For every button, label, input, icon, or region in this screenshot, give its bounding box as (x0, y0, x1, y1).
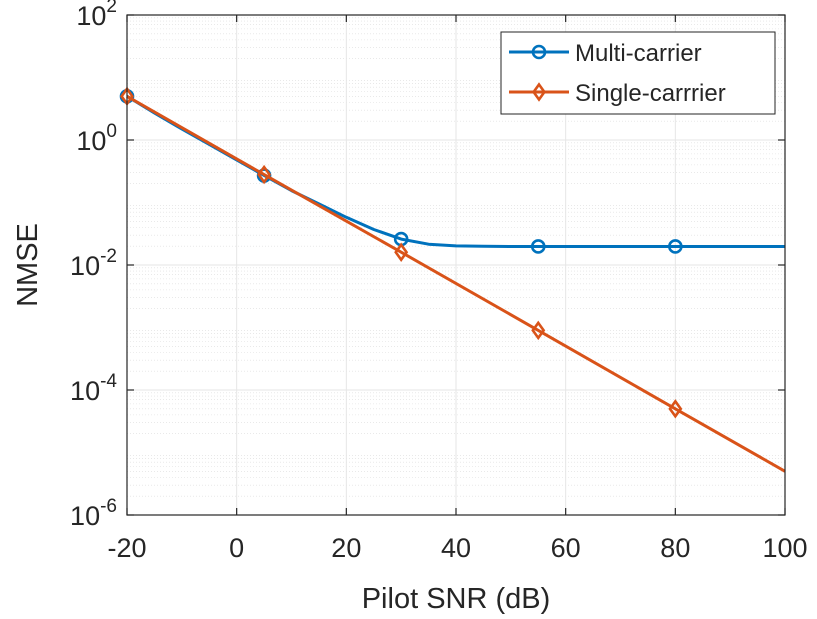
legend-marker-multi-carrier (531, 44, 547, 60)
x-tick-label: 20 (331, 533, 361, 563)
legend-marker-single-carrrier (531, 82, 547, 102)
y-tick-label: 100 (76, 121, 117, 156)
x-tick-label: 60 (551, 533, 581, 563)
y-tick-label: 102 (76, 0, 117, 31)
x-tick-label: 40 (441, 533, 471, 563)
x-tick-label: 100 (762, 533, 807, 563)
x-axis-label: Pilot SNR (dB) (362, 583, 551, 615)
x-tick-labels: -20 0 20 40 60 80 100 (107, 533, 807, 563)
legend-label-single-carrrier: Single-carrrier (575, 80, 726, 107)
data-point-single-carrrier (531, 320, 546, 341)
data-point-single-carrrier (257, 164, 272, 185)
legend-box (500, 31, 776, 115)
y-tick-label: 10-2 (70, 246, 117, 281)
axis-ticks (126, 14, 786, 516)
x-tick-label: 0 (229, 533, 244, 563)
series-line-single-carrrier (126, 94, 786, 473)
y-tick-label: 10-4 (70, 371, 117, 406)
x-tick-label: 80 (660, 533, 690, 563)
legend: Multi-carrier Single-carrrier (500, 31, 776, 115)
data-point-single-carrrier (394, 242, 409, 262)
x-tick-label: -20 (107, 533, 146, 563)
y-tick-labels: 10-6 10-4 10-2 100 102 (70, 0, 117, 531)
data-point-multi-carrier (530, 239, 546, 254)
data-point-single-carrrier (668, 399, 683, 419)
series-layer (119, 86, 786, 473)
legend-label-multi-carrier: Multi-carrier (575, 40, 702, 67)
data-point-multi-carrier (668, 239, 683, 254)
y-tick-label: 10-6 (70, 496, 117, 531)
y-axis-label: NMSE (12, 223, 44, 307)
